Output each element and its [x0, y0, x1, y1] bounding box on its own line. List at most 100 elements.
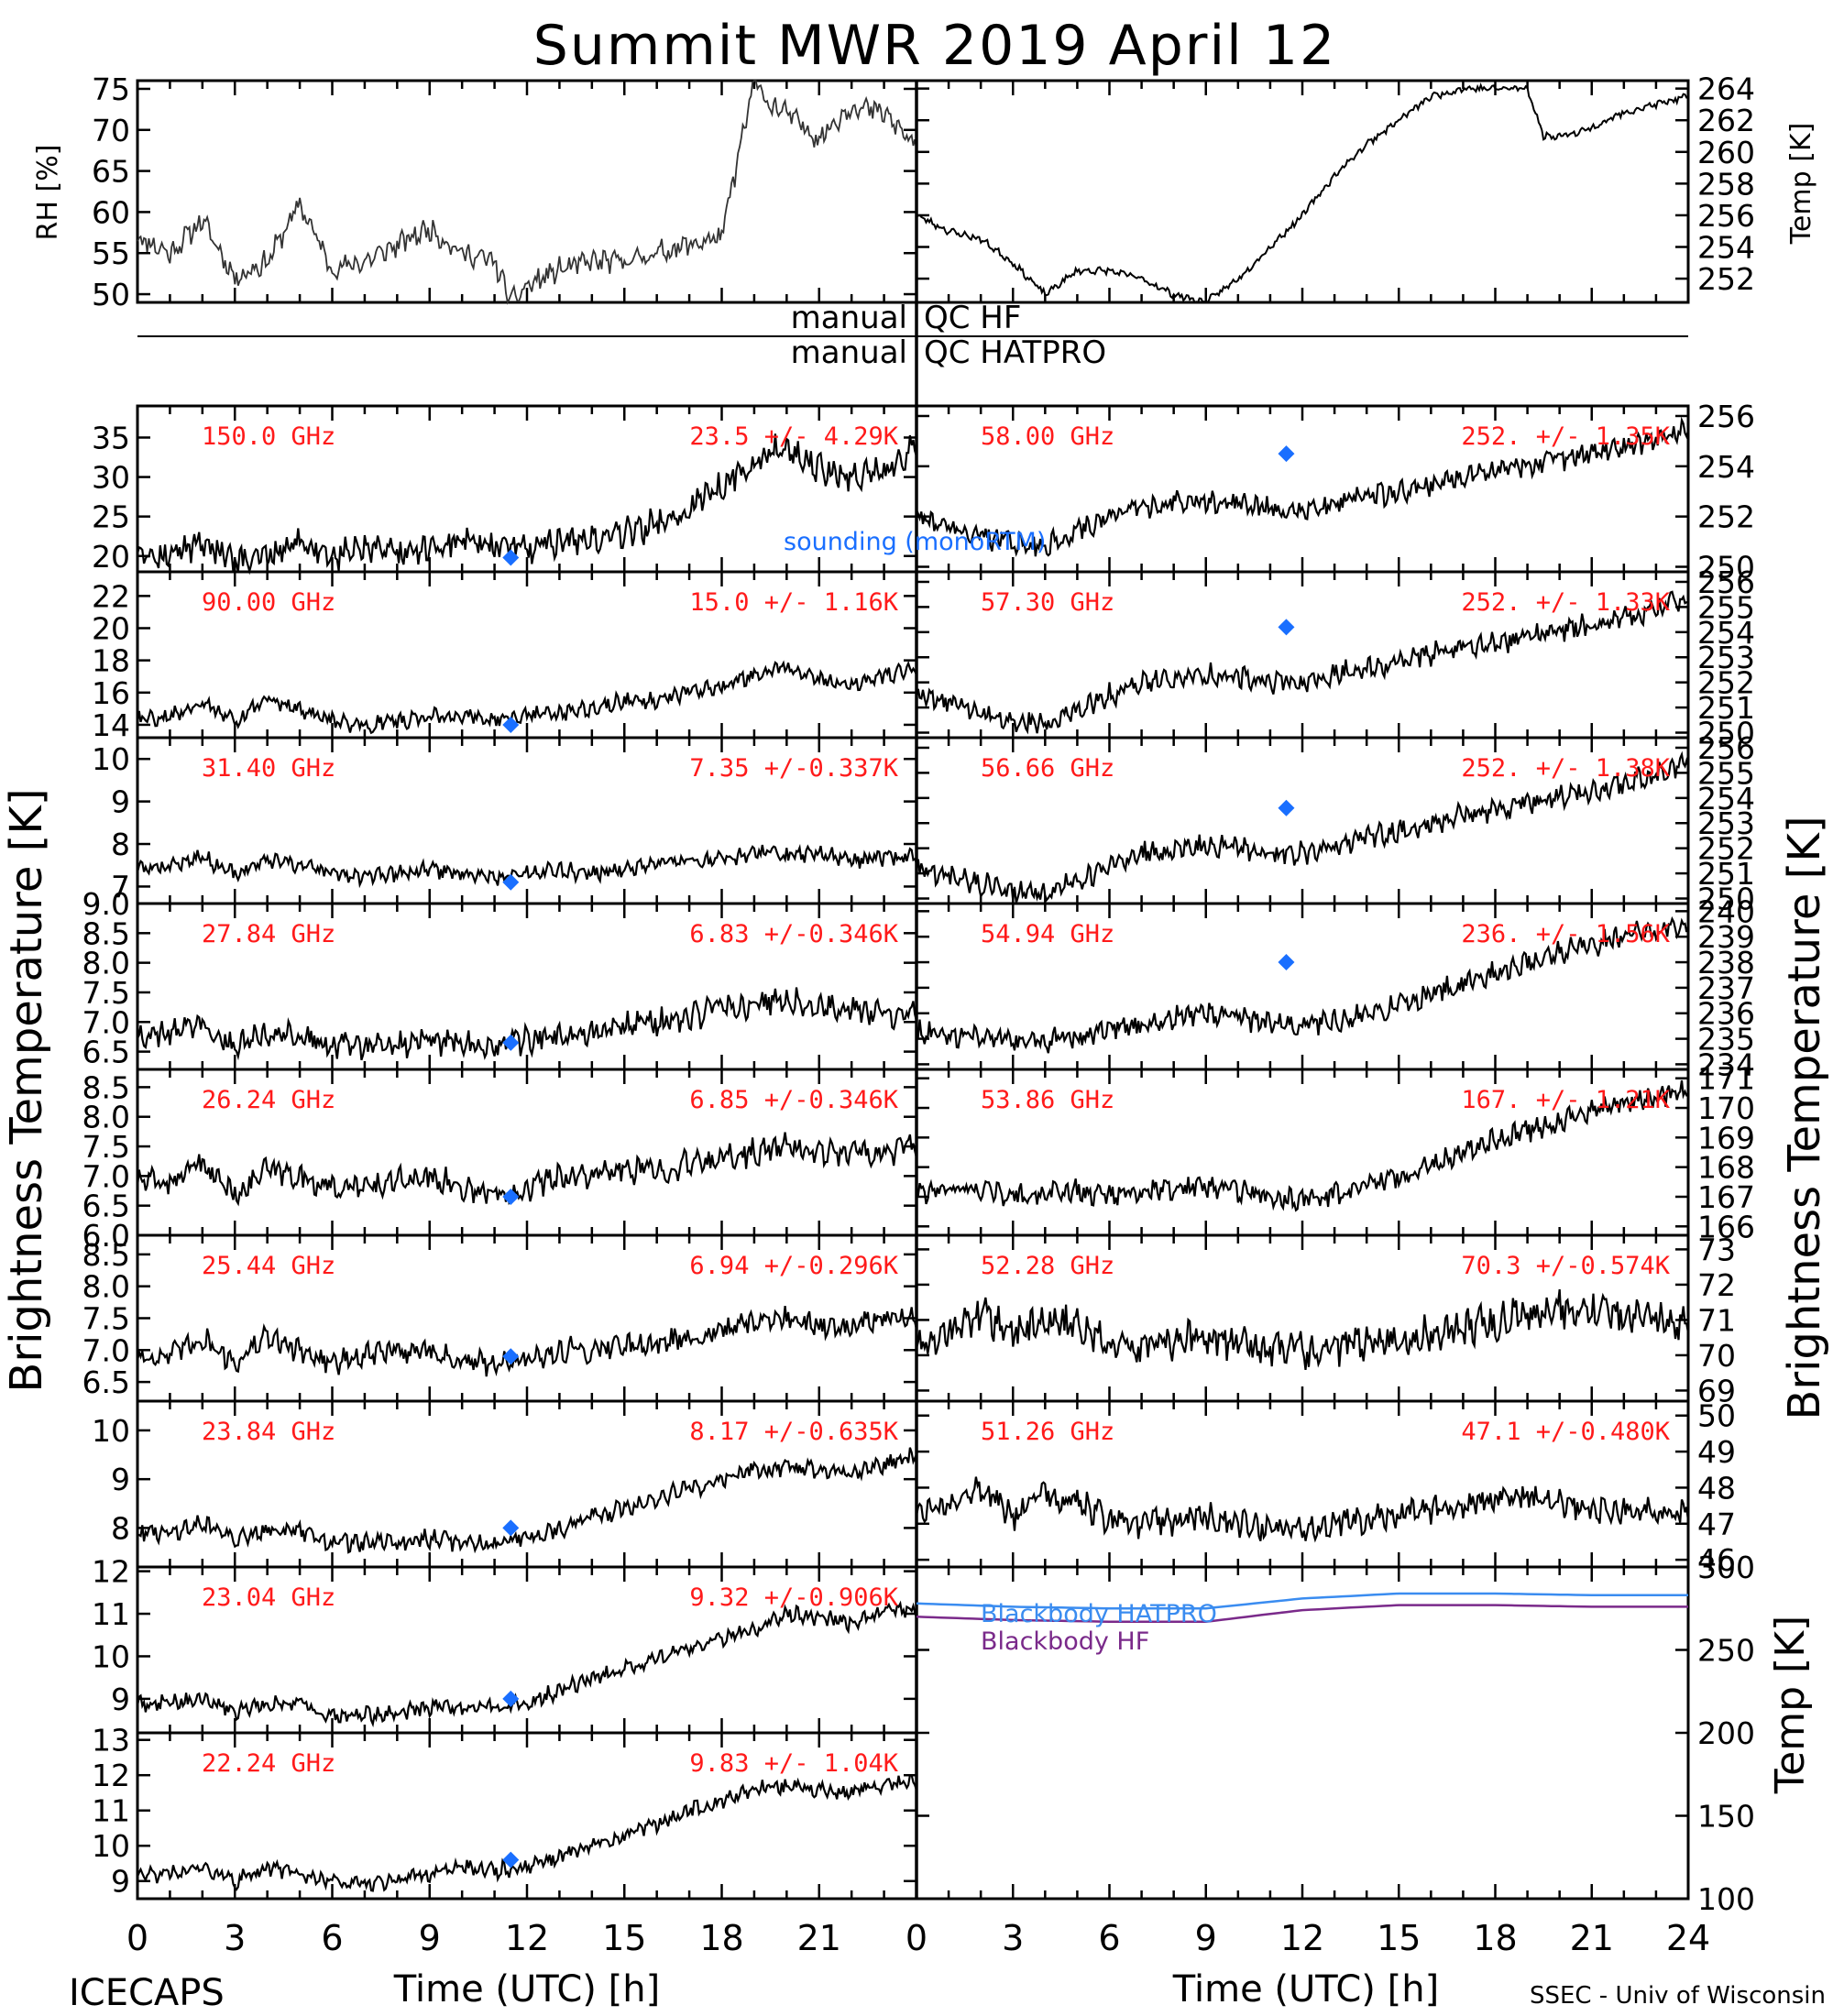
ch31-ytick-label: 10 [92, 741, 130, 777]
qc-hf-label: manual [791, 300, 907, 336]
ch53-stat-label: 167. +/- 1.21K [1461, 1086, 1670, 1114]
ch53-ytick-label: 170 [1697, 1090, 1755, 1126]
ch27-ytick-label: 8.0 [82, 946, 130, 981]
ch54-series [916, 915, 1690, 1054]
blackbody-ytick-label: 200 [1697, 1715, 1755, 1751]
ch51-ytick-label: 49 [1697, 1434, 1736, 1470]
ch58-ytick-label: 254 [1697, 449, 1755, 485]
ch52-ytick-label: 70 [1697, 1338, 1736, 1374]
x-tick-label-right: 0 [906, 1918, 927, 1958]
ch26-freq-label: 26.24 GHz [202, 1086, 335, 1114]
ch150-sounding-marker [502, 549, 520, 566]
ch27-ytick-label: 6.5 [82, 1035, 130, 1070]
ch27-series [137, 987, 918, 1061]
ch53-ytick-label: 167 [1697, 1179, 1755, 1215]
ch90-freq-label: 90.00 GHz [202, 588, 335, 617]
x-tick-label-right: 21 [1570, 1918, 1614, 1958]
ch52-ytick-label: 73 [1697, 1232, 1736, 1267]
ch57-ytick-label: 256 [1697, 564, 1755, 600]
ch31-ytick-label: 7 [111, 869, 130, 904]
x-tick-label-left: 21 [797, 1918, 841, 1958]
ch26-stat-label: 6.85 +/-0.346K [689, 1086, 898, 1114]
ch22-ytick-label: 9 [111, 1864, 130, 1900]
ch56-ytick-label: 252 [1697, 831, 1755, 867]
ch31-sounding-marker [502, 873, 520, 891]
ch51-ytick-label: 47 [1697, 1507, 1736, 1542]
ch54-ytick-label: 237 [1697, 970, 1755, 1006]
ch58-ytick-label: 256 [1697, 399, 1755, 434]
ch23_04-ytick-label: 9 [111, 1682, 130, 1717]
ch26-ytick-label: 6.5 [82, 1189, 130, 1224]
temp-ytick-label: 256 [1697, 198, 1755, 234]
ch26-series [136, 1132, 918, 1207]
ch22-ytick-label: 11 [92, 1793, 130, 1829]
ch27-ytick-label: 8.5 [82, 915, 130, 951]
ch26-ytick-label: 8.5 [82, 1069, 130, 1105]
ch25-stat-label: 6.94 +/-0.296K [689, 1252, 898, 1280]
qc-hatpro-label: manual [791, 334, 907, 371]
blackbody-ytick-label: 250 [1697, 1633, 1755, 1669]
ch23_04-stat-label: 9.32 +/-0.906K [689, 1583, 898, 1612]
ch54-ytick-label: 236 [1697, 996, 1755, 1032]
footer-left: ICECAPS [69, 1972, 225, 2014]
x-tick-label-right: 9 [1195, 1918, 1217, 1958]
temp-ytick-label: 264 [1697, 71, 1755, 107]
ch58-ytick-label: 252 [1697, 499, 1755, 535]
ch57-ytick-label: 253 [1697, 640, 1755, 675]
ch23_84-freq-label: 23.84 GHz [202, 1418, 335, 1446]
ch57-ytick-label: 254 [1697, 615, 1755, 651]
y-axis-label-right: Brightness Temperature [K] [1779, 816, 1830, 1419]
ch27-ytick-label: 9.0 [82, 886, 130, 922]
ch25-ytick-label: 6.5 [82, 1364, 130, 1400]
ch54-ytick-label: 235 [1697, 1022, 1755, 1057]
ch25-ytick-label: 8.5 [82, 1237, 130, 1273]
ch53-ytick-label: 169 [1697, 1120, 1755, 1156]
blackbody-temp-axis-label: Temp [K] [1767, 1616, 1814, 1794]
blackbody-hatpro-legend: Blackbody HATPRO [981, 1600, 1217, 1628]
x-tick-label-right: 6 [1098, 1918, 1120, 1958]
rh-axis-label: RH [%] [32, 145, 64, 241]
ch58-stat-label: 252. +/- 1.35K [1461, 422, 1670, 451]
ch150-ytick-label: 30 [92, 460, 130, 496]
y-axis-label-left: Brightness Temperature [K] [1, 788, 52, 1392]
temp-panel-frame [915, 79, 1690, 304]
x-tick-label-right: 24 [1666, 1918, 1710, 1958]
ch27-freq-label: 27.84 GHz [202, 920, 335, 948]
ch31-ytick-label: 9 [111, 784, 130, 820]
x-tick-label-left: 3 [224, 1918, 246, 1958]
sounding-legend: sounding (monoRTM) [784, 528, 1046, 556]
x-tick-label-left: 9 [419, 1918, 441, 1958]
rh-ytick-label: 50 [92, 277, 130, 312]
ch27-ytick-label: 7.5 [82, 975, 130, 1011]
ch25-freq-label: 25.44 GHz [202, 1252, 335, 1280]
ch56-ytick-label: 251 [1697, 856, 1755, 892]
ch53-series [916, 1079, 1689, 1212]
x-tick-label-left: 15 [602, 1918, 646, 1958]
x-axis-label-left: Time (UTC) [h] [393, 1968, 660, 2011]
ch57-stat-label: 252. +/- 1.33K [1461, 588, 1670, 617]
ch26-ytick-label: 8.0 [82, 1100, 130, 1135]
ch57-series [915, 590, 1689, 735]
ch51-ytick-label: 46 [1697, 1542, 1736, 1578]
ch25-ytick-label: 7.5 [82, 1301, 130, 1337]
ch56-ytick-label: 255 [1697, 755, 1755, 791]
ch25-sounding-marker [502, 1348, 520, 1365]
ch90-sounding-marker [502, 716, 520, 733]
ch90-series [136, 660, 917, 735]
ch54-stat-label: 236. +/- 1.56K [1461, 920, 1670, 948]
ch150-series [136, 433, 918, 575]
temp-series [916, 82, 1689, 304]
ch56-ytick-label: 254 [1697, 781, 1755, 816]
x-tick-label-left: 12 [505, 1918, 549, 1958]
rh-series [137, 80, 917, 305]
ch23_84-sounding-marker [502, 1519, 520, 1537]
ch23_04-sounding-marker [502, 1690, 520, 1707]
ch22-sounding-marker [502, 1851, 520, 1868]
x-tick-label-right: 12 [1280, 1918, 1324, 1958]
ch23_84-ytick-label: 9 [111, 1462, 130, 1497]
ch58-ytick-label: 250 [1697, 550, 1755, 586]
ch57-ytick-label: 251 [1697, 690, 1755, 726]
chart-title: Summit MWR 2019 April 12 [533, 14, 1336, 78]
ch31-ytick-label: 8 [111, 827, 130, 862]
